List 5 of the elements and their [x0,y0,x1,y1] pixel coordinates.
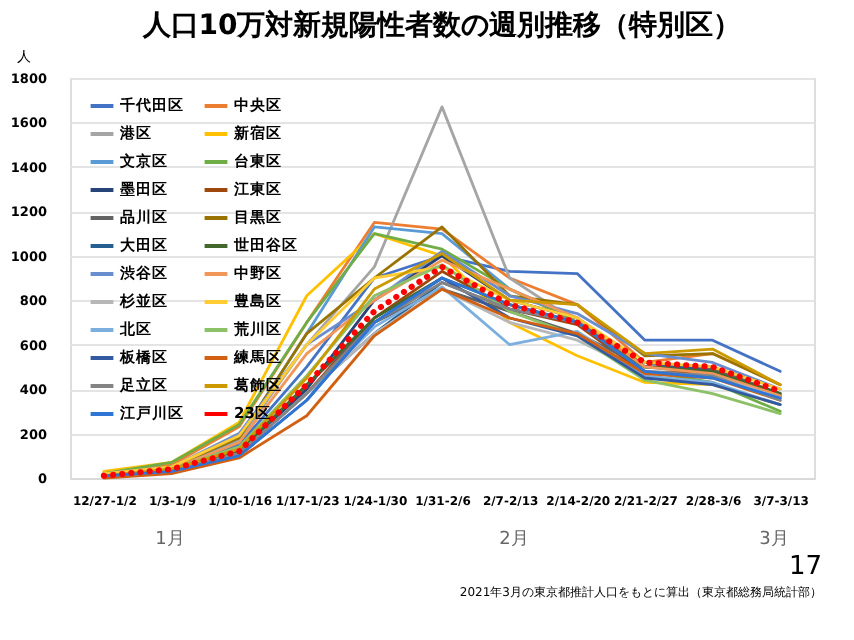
text: 17 [788,552,822,582]
text: 1月 [155,530,185,550]
chart-title: 人口10万対新規陽性者数の週別推移（特別区） [140,8,742,42]
text: 2月 [499,530,529,550]
text: 3月 [759,530,789,550]
